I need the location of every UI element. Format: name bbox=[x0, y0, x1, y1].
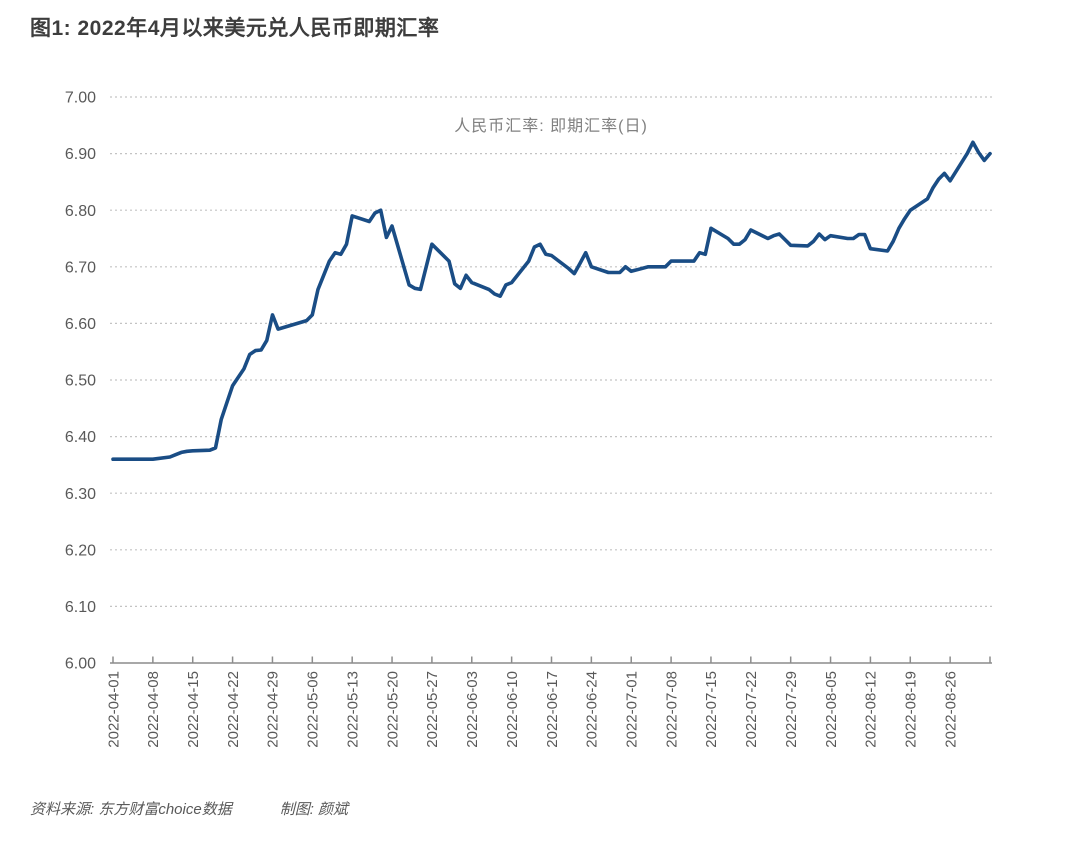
series-legend: 人民币汇率: 即期汇率(日) bbox=[454, 118, 648, 135]
x-tick-label: 2022-08-26 bbox=[942, 671, 959, 748]
x-tick-label: 2022-07-08 bbox=[663, 671, 680, 748]
x-axis-labels: 2022-04-01 2022-04-08 2022-04-15 2022-04-22… bbox=[105, 671, 959, 748]
spot-rate-series-line bbox=[111, 140, 992, 461]
y-tick-label: 6.00 bbox=[65, 656, 96, 673]
x-tick-label: 2022-06-17 bbox=[544, 671, 561, 748]
x-tick-label: 2022-04-15 bbox=[185, 671, 202, 748]
y-tick-label: 6.70 bbox=[65, 259, 96, 276]
x-tick-label: 2022-07-15 bbox=[703, 671, 720, 748]
x-tick-label: 2022-05-27 bbox=[424, 671, 441, 748]
x-tick-label: 2022-07-29 bbox=[783, 671, 800, 748]
x-tick-label: 2022-04-08 bbox=[145, 671, 162, 748]
y-axis-labels: 7.00 6.90 6.80 6.70 6.60 6.50 6.40 6.30 6.20 6.10… bbox=[65, 90, 96, 673]
x-tick-label: 2022-05-20 bbox=[384, 671, 401, 748]
x-tick-label: 2022-08-12 bbox=[863, 671, 880, 748]
x-tick-label: 2022-04-22 bbox=[225, 671, 242, 748]
y-tick-label: 6.60 bbox=[65, 316, 96, 333]
page-title: 图1: 2022年4月以来美元兑人民币即期汇率 bbox=[30, 17, 440, 40]
x-axis-ticks bbox=[112, 656, 991, 663]
x-tick-label: 2022-07-01 bbox=[623, 671, 640, 748]
x-tick-label: 2022-04-01 bbox=[105, 671, 122, 748]
data-source-label: 资料来源: 东方财富choice数据 bbox=[30, 801, 232, 818]
y-tick-label: 6.10 bbox=[65, 599, 96, 616]
x-tick-label: 2022-06-10 bbox=[504, 671, 521, 748]
gridlines bbox=[110, 96, 992, 608]
x-tick-label: 2022-08-05 bbox=[823, 671, 840, 748]
y-tick-label: 6.40 bbox=[65, 429, 96, 446]
y-tick-label: 6.30 bbox=[65, 486, 96, 503]
x-tick-label: 2022-05-13 bbox=[344, 671, 361, 748]
x-tick-label: 2022-07-22 bbox=[743, 671, 760, 748]
x-tick-label: 2022-05-06 bbox=[305, 671, 322, 748]
x-tick-label: 2022-08-19 bbox=[903, 671, 920, 748]
credit-label: 制图: 颜斌 bbox=[279, 801, 349, 818]
x-tick-label: 2022-04-29 bbox=[265, 671, 282, 748]
chart-footnote: 资料来源: 东方财富choice数据 制图: 颜斌 bbox=[30, 798, 348, 819]
y-tick-label: 7.00 bbox=[65, 90, 96, 107]
x-tick-label: 2022-06-03 bbox=[464, 671, 481, 748]
y-tick-label: 6.50 bbox=[65, 373, 96, 390]
x-tick-label: 2022-06-24 bbox=[584, 671, 601, 748]
y-tick-label: 6.20 bbox=[65, 542, 96, 559]
y-tick-label: 6.90 bbox=[65, 146, 96, 163]
y-tick-label: 6.80 bbox=[65, 203, 96, 220]
